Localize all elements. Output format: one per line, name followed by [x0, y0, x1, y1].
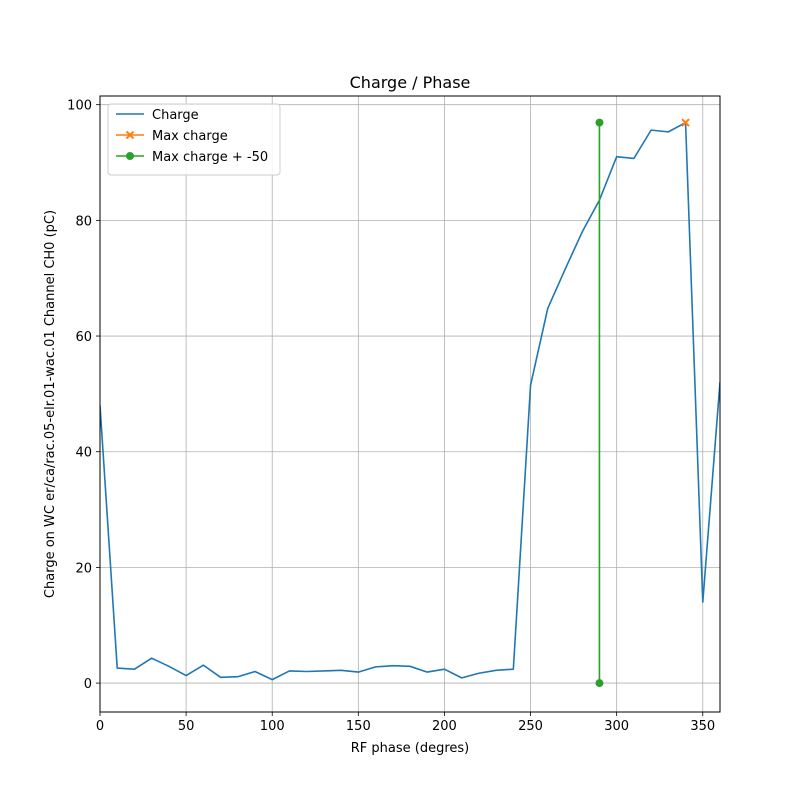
x-tick-label: 300	[604, 719, 629, 734]
x-tick-label: 50	[178, 719, 195, 734]
x-tick-label: 100	[260, 719, 285, 734]
y-tick-label: 100	[67, 99, 92, 114]
x-axis-label: RF phase (degres)	[351, 741, 469, 756]
grid	[99, 96, 720, 712]
legend-label-charge: Charge	[152, 108, 199, 123]
x-tick-label: 150	[346, 719, 371, 734]
plot-area	[100, 118, 720, 688]
y-tick-label: 60	[75, 330, 92, 345]
data-point-max-charge	[681, 118, 690, 127]
data-point-max-charge-50	[595, 679, 604, 688]
legend-label-max-charge: Max charge	[152, 129, 228, 144]
x-tick-label: 350	[690, 719, 715, 734]
legend: Charge Max charge Max charge + -50	[107, 103, 281, 176]
legend-label-max-charge-50: Max charge + -50	[152, 150, 268, 165]
legend-marker-max-charge	[125, 130, 135, 140]
y-tick-label: 0	[84, 677, 92, 692]
legend-marker-max-charge-50	[126, 152, 134, 160]
y-axis-label: Charge on WC er/ca/rac.05-elr.01-wac.01 …	[43, 210, 58, 598]
y-tick-label: 80	[75, 214, 92, 229]
x-axis-ticks: 0 50 100 150 200 250 300 350	[96, 712, 715, 734]
x-tick-label: 0	[96, 719, 104, 734]
chart-title: Charge / Phase	[350, 73, 471, 92]
y-axis-ticks: 0 20 40 60 80 100	[67, 99, 100, 692]
x-tick-label: 200	[432, 719, 457, 734]
data-point-max-charge-50	[595, 118, 604, 127]
axes-frame	[99, 95, 721, 713]
x-tick-label: 250	[518, 719, 543, 734]
series-line-charge	[100, 121, 720, 681]
y-tick-label: 20	[75, 561, 92, 576]
y-tick-label: 40	[75, 446, 92, 461]
legend-box	[107, 103, 281, 176]
